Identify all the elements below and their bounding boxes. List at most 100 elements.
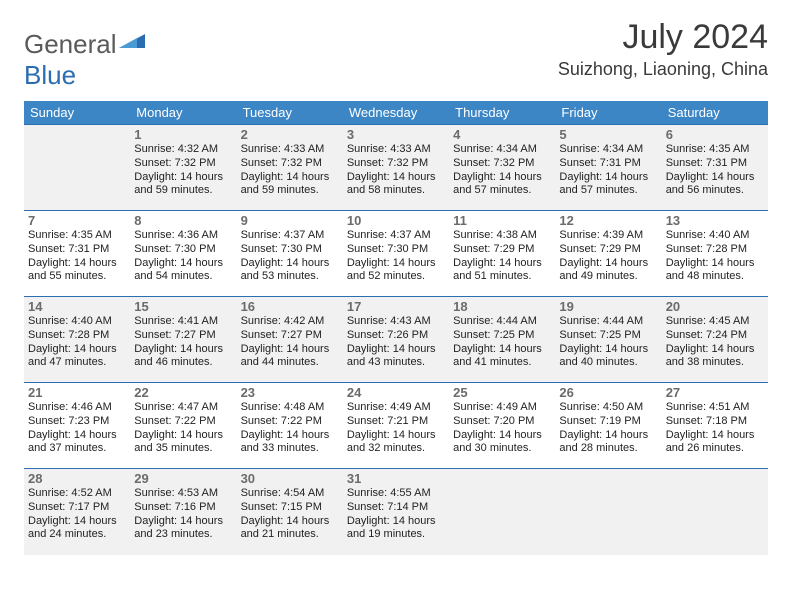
day-info: Sunrise: 4:34 AMSunset: 7:32 PMDaylight:… [453,143,551,198]
day-info: Sunrise: 4:44 AMSunset: 7:25 PMDaylight:… [453,315,551,370]
calendar-day-cell [662,469,768,555]
day-info: Sunrise: 4:40 AMSunset: 7:28 PMDaylight:… [666,229,764,284]
day-info: Sunrise: 4:35 AMSunset: 7:31 PMDaylight:… [666,143,764,198]
day-number: 24 [347,385,445,400]
day-number: 27 [666,385,764,400]
day-number: 28 [28,471,126,486]
calendar-day-cell: 29Sunrise: 4:53 AMSunset: 7:16 PMDayligh… [130,469,236,555]
calendar-day-cell: 10Sunrise: 4:37 AMSunset: 7:30 PMDayligh… [343,211,449,297]
day-number: 18 [453,299,551,314]
title-block: July 2024 Suizhong, Liaoning, China [558,18,768,80]
weekday-header-cell: Friday [555,101,661,125]
calendar-day-cell: 27Sunrise: 4:51 AMSunset: 7:18 PMDayligh… [662,383,768,469]
calendar-day-cell: 28Sunrise: 4:52 AMSunset: 7:17 PMDayligh… [24,469,130,555]
calendar-day-cell: 8Sunrise: 4:36 AMSunset: 7:30 PMDaylight… [130,211,236,297]
weekday-header-cell: Monday [130,101,236,125]
calendar-day-cell: 15Sunrise: 4:41 AMSunset: 7:27 PMDayligh… [130,297,236,383]
day-info: Sunrise: 4:37 AMSunset: 7:30 PMDaylight:… [241,229,339,284]
day-info: Sunrise: 4:33 AMSunset: 7:32 PMDaylight:… [347,143,445,198]
calendar-day-cell: 19Sunrise: 4:44 AMSunset: 7:25 PMDayligh… [555,297,661,383]
calendar-day-cell: 4Sunrise: 4:34 AMSunset: 7:32 PMDaylight… [449,125,555,211]
day-info: Sunrise: 4:55 AMSunset: 7:14 PMDaylight:… [347,487,445,542]
day-info: Sunrise: 4:53 AMSunset: 7:16 PMDaylight:… [134,487,232,542]
day-number: 7 [28,213,126,228]
location: Suizhong, Liaoning, China [558,59,768,80]
calendar-week-row: 14Sunrise: 4:40 AMSunset: 7:28 PMDayligh… [24,297,768,383]
day-number: 4 [453,127,551,142]
calendar-week-row: 1Sunrise: 4:32 AMSunset: 7:32 PMDaylight… [24,125,768,211]
calendar-week-row: 28Sunrise: 4:52 AMSunset: 7:17 PMDayligh… [24,469,768,555]
weekday-header-cell: Wednesday [343,101,449,125]
day-number: 17 [347,299,445,314]
day-number: 25 [453,385,551,400]
calendar-day-cell: 22Sunrise: 4:47 AMSunset: 7:22 PMDayligh… [130,383,236,469]
calendar-day-cell: 21Sunrise: 4:46 AMSunset: 7:23 PMDayligh… [24,383,130,469]
day-info: Sunrise: 4:38 AMSunset: 7:29 PMDaylight:… [453,229,551,284]
day-info: Sunrise: 4:47 AMSunset: 7:22 PMDaylight:… [134,401,232,456]
logo: General [24,18,145,65]
calendar-week-row: 7Sunrise: 4:35 AMSunset: 7:31 PMDaylight… [24,211,768,297]
day-number: 15 [134,299,232,314]
calendar-day-cell [449,469,555,555]
day-number: 10 [347,213,445,228]
calendar-day-cell: 7Sunrise: 4:35 AMSunset: 7:31 PMDaylight… [24,211,130,297]
calendar-day-cell [555,469,661,555]
day-info: Sunrise: 4:42 AMSunset: 7:27 PMDaylight:… [241,315,339,370]
weekday-header-cell: Thursday [449,101,555,125]
calendar-page: General July 2024 Suizhong, Liaoning, Ch… [0,0,792,555]
day-info: Sunrise: 4:32 AMSunset: 7:32 PMDaylight:… [134,143,232,198]
day-info: Sunrise: 4:35 AMSunset: 7:31 PMDaylight:… [28,229,126,284]
day-number: 19 [559,299,657,314]
day-number: 21 [28,385,126,400]
weekday-header-cell: Saturday [662,101,768,125]
calendar-day-cell: 11Sunrise: 4:38 AMSunset: 7:29 PMDayligh… [449,211,555,297]
day-number: 3 [347,127,445,142]
calendar-day-cell: 25Sunrise: 4:49 AMSunset: 7:20 PMDayligh… [449,383,555,469]
day-info: Sunrise: 4:41 AMSunset: 7:27 PMDaylight:… [134,315,232,370]
day-info: Sunrise: 4:46 AMSunset: 7:23 PMDaylight:… [28,401,126,456]
day-number: 11 [453,213,551,228]
day-number: 2 [241,127,339,142]
day-info: Sunrise: 4:52 AMSunset: 7:17 PMDaylight:… [28,487,126,542]
logo-text-1: General [24,29,117,60]
day-info: Sunrise: 4:36 AMSunset: 7:30 PMDaylight:… [134,229,232,284]
calendar-day-cell [24,125,130,211]
calendar-day-cell: 26Sunrise: 4:50 AMSunset: 7:19 PMDayligh… [555,383,661,469]
day-number: 13 [666,213,764,228]
day-number: 5 [559,127,657,142]
logo-text-2: Blue [24,60,76,91]
calendar-day-cell: 24Sunrise: 4:49 AMSunset: 7:21 PMDayligh… [343,383,449,469]
day-number: 30 [241,471,339,486]
day-number: 6 [666,127,764,142]
day-info: Sunrise: 4:45 AMSunset: 7:24 PMDaylight:… [666,315,764,370]
calendar-day-cell: 9Sunrise: 4:37 AMSunset: 7:30 PMDaylight… [237,211,343,297]
day-info: Sunrise: 4:54 AMSunset: 7:15 PMDaylight:… [241,487,339,542]
day-info: Sunrise: 4:44 AMSunset: 7:25 PMDaylight:… [559,315,657,370]
day-info: Sunrise: 4:37 AMSunset: 7:30 PMDaylight:… [347,229,445,284]
day-number: 14 [28,299,126,314]
calendar-day-cell: 17Sunrise: 4:43 AMSunset: 7:26 PMDayligh… [343,297,449,383]
day-number: 8 [134,213,232,228]
calendar-day-cell: 12Sunrise: 4:39 AMSunset: 7:29 PMDayligh… [555,211,661,297]
logo-triangle-icon [119,24,145,55]
day-info: Sunrise: 4:34 AMSunset: 7:31 PMDaylight:… [559,143,657,198]
calendar-day-cell: 14Sunrise: 4:40 AMSunset: 7:28 PMDayligh… [24,297,130,383]
day-number: 29 [134,471,232,486]
day-number: 22 [134,385,232,400]
calendar-table: SundayMondayTuesdayWednesdayThursdayFrid… [24,101,768,555]
day-number: 26 [559,385,657,400]
calendar-day-cell: 5Sunrise: 4:34 AMSunset: 7:31 PMDaylight… [555,125,661,211]
weekday-header-cell: Tuesday [237,101,343,125]
calendar-day-cell: 16Sunrise: 4:42 AMSunset: 7:27 PMDayligh… [237,297,343,383]
day-number: 9 [241,213,339,228]
day-info: Sunrise: 4:40 AMSunset: 7:28 PMDaylight:… [28,315,126,370]
calendar-day-cell: 2Sunrise: 4:33 AMSunset: 7:32 PMDaylight… [237,125,343,211]
calendar-day-cell: 18Sunrise: 4:44 AMSunset: 7:25 PMDayligh… [449,297,555,383]
day-number: 16 [241,299,339,314]
day-info: Sunrise: 4:51 AMSunset: 7:18 PMDaylight:… [666,401,764,456]
day-number: 23 [241,385,339,400]
day-number: 31 [347,471,445,486]
calendar-day-cell: 13Sunrise: 4:40 AMSunset: 7:28 PMDayligh… [662,211,768,297]
day-info: Sunrise: 4:48 AMSunset: 7:22 PMDaylight:… [241,401,339,456]
day-info: Sunrise: 4:39 AMSunset: 7:29 PMDaylight:… [559,229,657,284]
